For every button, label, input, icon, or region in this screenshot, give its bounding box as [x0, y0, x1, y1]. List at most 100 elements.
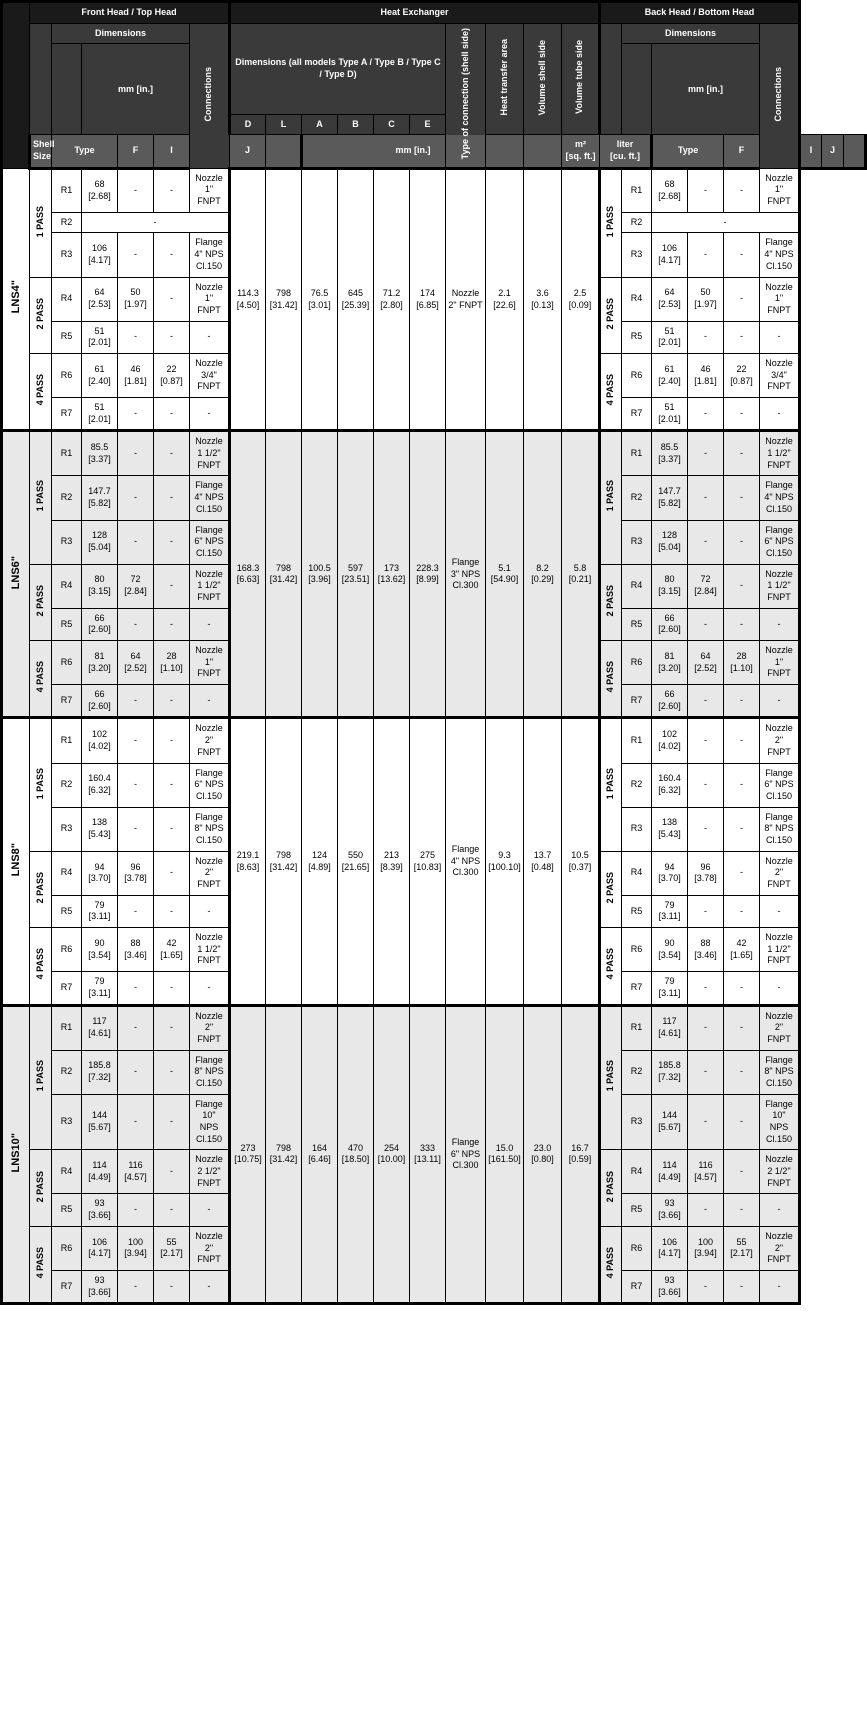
- hdr-m2: m²[sq. ft.]: [562, 135, 600, 168]
- hdr-E: E: [410, 114, 446, 135]
- val-F: 106[4.17]: [82, 233, 118, 277]
- row-type-back: R3: [622, 807, 652, 851]
- val-J-back: -: [724, 398, 760, 431]
- val-F: 66[2.60]: [82, 608, 118, 640]
- row-type-back: R4: [622, 277, 652, 321]
- val-conn: Nozzle 1" FNPT: [190, 168, 230, 212]
- val-J-back: -: [724, 1270, 760, 1303]
- hdr-type-conn: Type of connection (shell side): [460, 28, 472, 159]
- row-type-back: R6: [622, 928, 652, 972]
- val-I: -: [118, 1005, 154, 1050]
- row-type: R2: [52, 1050, 82, 1094]
- val-conn: Nozzle 2" FNPT: [190, 851, 230, 895]
- mid-E: 174[6.85]: [410, 168, 446, 431]
- val-I: -: [118, 1194, 154, 1226]
- hdr-heat-area: Heat transfer area: [499, 39, 511, 116]
- val-conn-back: Nozzle 2" FNPT: [760, 851, 800, 895]
- val-conn-back: Nozzle 2" FNPT: [760, 718, 800, 763]
- val-F: 66[2.60]: [82, 685, 118, 718]
- mid-C: 254[10.00]: [374, 1005, 410, 1304]
- mid-L: 798[31.42]: [266, 431, 302, 718]
- hdr-dim-all: Dimensions (all models Type A / Type B /…: [230, 23, 446, 114]
- val-J: -: [154, 718, 190, 763]
- val-I-back: 64[2.52]: [688, 641, 724, 685]
- row-type: R3: [52, 233, 82, 277]
- val-F-back: 64[2.53]: [652, 277, 688, 321]
- mid-B: 645[25.39]: [338, 168, 374, 431]
- val-I-back: -: [688, 321, 724, 353]
- val-conn-back: Flange 10" NPS Cl.150: [760, 1094, 800, 1150]
- val-F-back: 138[5.43]: [652, 807, 688, 851]
- row-type-back: R6: [622, 641, 652, 685]
- val-J-back: -: [724, 233, 760, 277]
- val-J: -: [154, 1270, 190, 1303]
- mid-C: 213[8.39]: [374, 718, 410, 1005]
- shell-size: LNS10": [2, 1005, 30, 1304]
- pass-label-back: 4 PASS: [600, 1226, 622, 1303]
- row-span-back: -: [652, 212, 800, 233]
- mid-area: 2.1[22.6]: [486, 168, 524, 431]
- val-I: -: [118, 476, 154, 520]
- mid-L: 798[31.42]: [266, 1005, 302, 1304]
- row-type-back: R7: [622, 972, 652, 1005]
- row-type: R6: [52, 1226, 82, 1270]
- val-F: 117[4.61]: [82, 1005, 118, 1050]
- hdr-D: D: [230, 114, 266, 135]
- mid-area: 15.0[161.50]: [486, 1005, 524, 1304]
- val-F: 160.4[6.32]: [82, 763, 118, 807]
- row-type-back: R7: [622, 1270, 652, 1303]
- pass-label: 4 PASS: [30, 928, 52, 1005]
- val-I-back: -: [688, 168, 724, 212]
- val-conn: Nozzle 1 1/2" FNPT: [190, 564, 230, 608]
- pass-label-back: 2 PASS: [600, 1150, 622, 1226]
- hdr-type-b: Type: [652, 135, 724, 168]
- val-I: 116[4.57]: [118, 1150, 154, 1194]
- pass-label: 4 PASS: [30, 1226, 52, 1303]
- mid-D: 273[10.75]: [230, 1005, 266, 1304]
- pass-label-back: 2 PASS: [600, 564, 622, 640]
- val-conn-back: -: [760, 321, 800, 353]
- val-F-back: 51[2.01]: [652, 321, 688, 353]
- val-F-back: 80[3.15]: [652, 564, 688, 608]
- val-F: 128[5.04]: [82, 520, 118, 564]
- hdr-mid: Heat Exchanger: [230, 2, 600, 24]
- val-conn-back: -: [760, 972, 800, 1005]
- row-type: R7: [52, 972, 82, 1005]
- val-I-back: 100[3.94]: [688, 1226, 724, 1270]
- hdr-L: L: [266, 114, 302, 135]
- val-conn: Nozzle 1" FNPT: [190, 641, 230, 685]
- val-F-back: 102[4.02]: [652, 718, 688, 763]
- hdr-vol-tube: Volume tube side: [574, 40, 586, 114]
- val-J: -: [154, 168, 190, 212]
- val-I: 72[2.84]: [118, 564, 154, 608]
- pass-label: 2 PASS: [30, 277, 52, 353]
- val-F: 106[4.17]: [82, 1226, 118, 1270]
- mid-vshell: 8.2[0.29]: [524, 431, 562, 718]
- val-J: -: [154, 685, 190, 718]
- val-conn-back: Nozzle 3/4" FNPT: [760, 353, 800, 397]
- val-F-back: 114[4.49]: [652, 1150, 688, 1194]
- val-conn-back: -: [760, 1270, 800, 1303]
- pass-label: 1 PASS: [30, 718, 52, 851]
- pass-label-back: 1 PASS: [600, 431, 622, 564]
- val-conn: -: [190, 608, 230, 640]
- mid-vshell: 3.6[0.13]: [524, 168, 562, 431]
- val-F-back: 185.8[7.32]: [652, 1050, 688, 1094]
- val-conn-back: -: [760, 1194, 800, 1226]
- val-conn: -: [190, 972, 230, 1005]
- val-conn-back: Flange 8" NPS Cl.150: [760, 1050, 800, 1094]
- row-type: R5: [52, 608, 82, 640]
- val-F-back: 66[2.60]: [652, 608, 688, 640]
- val-J: 42[1.65]: [154, 928, 190, 972]
- val-I: -: [118, 718, 154, 763]
- val-conn: Flange 4" NPS Cl.150: [190, 476, 230, 520]
- hdr-B: B: [338, 114, 374, 135]
- row-type: R4: [52, 851, 82, 895]
- val-J-back: -: [724, 1150, 760, 1194]
- val-J: 22[0.87]: [154, 353, 190, 397]
- pass-label: 1 PASS: [30, 168, 52, 277]
- val-conn: Flange 6" NPS Cl.150: [190, 763, 230, 807]
- hdr-mm-f: mm [in.]: [82, 44, 190, 135]
- val-I: 88[3.46]: [118, 928, 154, 972]
- val-J: -: [154, 233, 190, 277]
